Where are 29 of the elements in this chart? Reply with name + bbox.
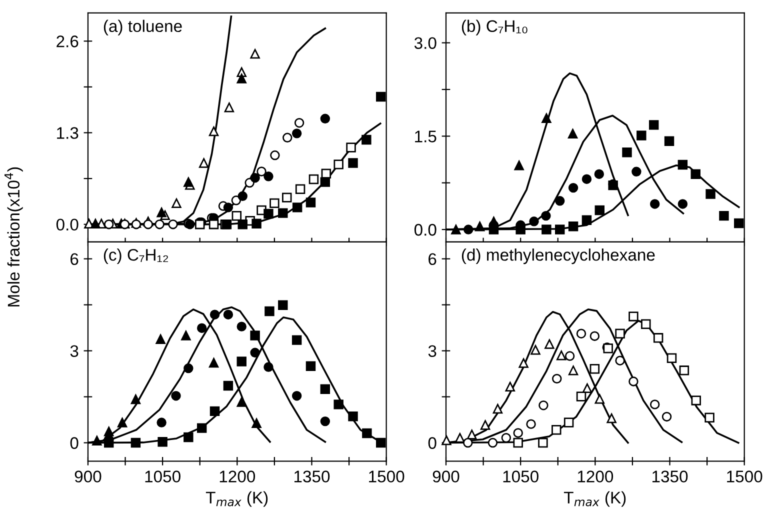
y-tick-label: 3 [70,345,78,357]
y-tick-label: 6 [70,253,78,266]
y-tick-label: 1.3 [57,127,78,139]
x-tick-label: 1050 [145,470,180,482]
chart-title: (c) C₇H₁₂ [104,248,168,264]
y-tick-label: 0 [428,437,436,449]
chart-title: (a) toluene [104,20,182,36]
chart-title: (d) methylenecyclohexane [462,248,655,264]
y-tick-label: 6 [428,253,436,266]
x-tick-label: 1500 [369,470,404,482]
x-tick-label: 1050 [503,470,538,482]
y-tick-label: 0 [70,437,78,449]
x-axis-title: T$_{max}$ (K) [206,491,268,507]
chart-title: (b) C₇H₁₀ [462,20,528,36]
x-tick-label: 1350 [652,470,688,482]
x-tick-label: 900 [74,470,102,482]
y-axis-title: Mole fraction(x10$^{4}$) [4,167,23,306]
y-tick-label: 3 [428,345,436,357]
y-tick-label: 0.0 [414,224,436,236]
x-tick-label: 1200 [220,470,256,482]
x-tick-label: 900 [432,470,460,482]
x-tick-label: 1200 [578,470,614,482]
y-tick-label: 1.5 [415,130,436,142]
y-tick-label: 2.6 [56,36,78,48]
y-tick-label: 3.0 [414,37,436,49]
x-axis-title: T$_{max}$ (K) [564,491,626,507]
x-tick-label: 1350 [294,470,330,482]
y-tick-label: 0.0 [56,218,78,231]
x-tick-label: 1500 [727,470,762,482]
